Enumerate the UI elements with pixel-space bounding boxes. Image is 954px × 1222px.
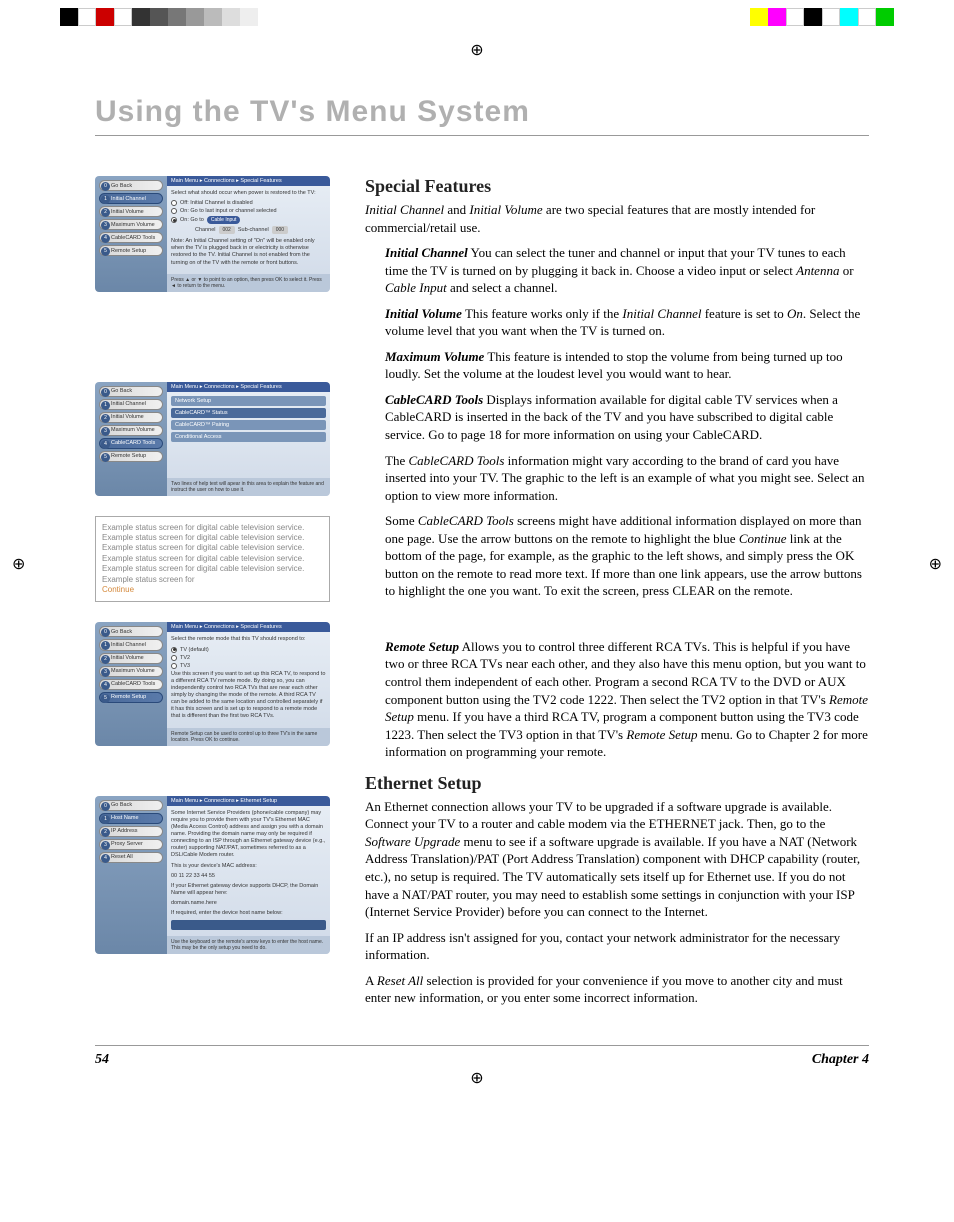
mac-value: 00 11 22 33 44 55 <box>171 873 326 880</box>
breadcrumb: Main Menu ▸ Connections ▸ Special Featur… <box>167 622 330 632</box>
text-column: Special Features Initial Channel and Ini… <box>365 176 869 1015</box>
menu-reset-all[interactable]: 4Reset All <box>99 852 163 863</box>
ethernet-p2: If an IP address isn't assigned for you,… <box>365 929 869 964</box>
registration-mark-left: ⊕ <box>12 554 25 574</box>
ethernet-heading: Ethernet Setup <box>365 773 869 794</box>
menu-cablecard[interactable]: 4CableCARD Tools <box>99 232 163 243</box>
cc-status[interactable]: CableCARD™ Status <box>171 408 326 418</box>
menu-go-back[interactable]: 0Go Back <box>99 386 163 397</box>
body-intro: Select the remote mode that this TV shou… <box>171 636 326 643</box>
mac-label: This is your device's MAC address: <box>171 863 326 870</box>
cablecard-paragraph-2: The CableCARD Tools information might va… <box>385 452 869 505</box>
page-title: Using the TV's Menu System <box>95 95 869 136</box>
menu-proxy[interactable]: 3Proxy Server <box>99 839 163 850</box>
cablecard-paragraph-3: Some CableCARD Tools screens might have … <box>385 512 869 600</box>
help-bar: Use the keyboard or the remote's arrow k… <box>167 936 330 954</box>
menu-cablecard[interactable]: 4CableCARD Tools <box>99 679 163 690</box>
page-number: 54 <box>95 1052 109 1068</box>
host-label: If required, enter the device host name … <box>171 910 326 917</box>
menu-initial-volume[interactable]: 2Initial Volume <box>99 653 163 664</box>
menu-cablecard[interactable]: 4CableCARD Tools <box>99 438 163 449</box>
cablecard-paragraph-1: CableCARD Tools Displays information ava… <box>385 391 869 444</box>
menu-go-back[interactable]: 0Go Back <box>99 800 163 811</box>
help-bar: Two lines of help text will apear in thi… <box>167 478 330 496</box>
menu-initial-volume[interactable]: 2Initial Volume <box>99 412 163 423</box>
menu-host-name[interactable]: 1Host Name <box>99 813 163 824</box>
note-text: Note: An Initial Channel setting of "On"… <box>171 238 326 267</box>
special-features-heading: Special Features <box>365 176 869 197</box>
screenshots-column: 0Go Back 1Initial Channel 2Initial Volum… <box>95 176 335 1015</box>
initial-channel-paragraph: Initial Channel You can select the tuner… <box>385 244 869 297</box>
desc-text: Use this screen if you want to set up th… <box>171 671 326 721</box>
intro-paragraph: Initial Channel and Initial Volume are t… <box>365 201 869 236</box>
remote-setup-paragraph: Remote Setup Allows you to control three… <box>385 638 869 761</box>
menu-remote-setup[interactable]: 5Remote Setup <box>99 245 163 256</box>
radio-on-last[interactable]: On: Go to last input or channel selected <box>171 208 326 214</box>
radio-on-goto[interactable]: On: Go to Cable Input <box>171 216 326 224</box>
color-bars-right <box>750 8 894 26</box>
menu-remote-setup[interactable]: 5Remote Setup <box>99 692 163 703</box>
radio-tv3[interactable]: TV3 <box>171 663 326 669</box>
status-example-box: Example status screen for digital cable … <box>95 516 330 603</box>
page-content: Using the TV's Menu System 0Go Back 1Ini… <box>0 35 954 1128</box>
menu-max-volume[interactable]: 3Maximum Volume <box>99 219 163 230</box>
page-footer: 54 Chapter 4 <box>95 1045 869 1068</box>
registration-mark-top: ⊕ <box>470 40 483 60</box>
menu-initial-channel[interactable]: 1Initial Channel <box>99 399 163 410</box>
registration-mark-right: ⊕ <box>929 554 942 574</box>
menu-max-volume[interactable]: 3Maximum Volume <box>99 666 163 677</box>
body-intro: Select what should occur when power is r… <box>171 190 326 197</box>
ethernet-p1: An Ethernet connection allows your TV to… <box>365 798 869 921</box>
eth-body: Some Internet Service Providers (phone/c… <box>171 810 326 860</box>
menu-side: 0Go Back 1Initial Channel 2Initial Volum… <box>95 176 167 292</box>
domain-value: domain.name.here <box>171 900 326 907</box>
host-input[interactable] <box>171 920 326 930</box>
screenshot-remote-setup: 0Go Back 1Initial Channel 2Initial Volum… <box>95 622 330 745</box>
help-bar: Remote Setup can be used to control up t… <box>167 728 330 746</box>
menu-initial-channel[interactable]: 1Initial Channel <box>99 193 163 204</box>
chapter-label: Chapter 4 <box>812 1052 869 1068</box>
screenshot-cablecard: 0Go Back 1Initial Channel 2Initial Volum… <box>95 382 330 496</box>
max-volume-paragraph: Maximum Volume This feature is intended … <box>385 348 869 383</box>
continue-link[interactable]: Continue <box>102 585 323 595</box>
help-bar: Press ▲ or ▼ to point to an option, then… <box>167 274 330 292</box>
menu-go-back[interactable]: 0Go Back <box>99 626 163 637</box>
cc-pairing[interactable]: CableCARD™ Pairing <box>171 420 326 430</box>
channel-row: Channel 002 Sub-channel 000 <box>195 226 326 234</box>
radio-tv2[interactable]: TV2 <box>171 655 326 661</box>
color-bars-left <box>60 8 258 26</box>
menu-remote-setup[interactable]: 5Remote Setup <box>99 451 163 462</box>
radio-tv1[interactable]: TV (default) <box>171 647 326 653</box>
breadcrumb: Main Menu ▸ Connections ▸ Ethernet Setup <box>167 796 330 806</box>
cc-network-setup[interactable]: Network Setup <box>171 396 326 406</box>
registration-mark-bottom: ⊕ <box>470 1068 483 1088</box>
menu-ip-address[interactable]: 2IP Address <box>99 826 163 837</box>
ethernet-p3: A Reset All selection is provided for yo… <box>365 972 869 1007</box>
screenshot-initial-channel: 0Go Back 1Initial Channel 2Initial Volum… <box>95 176 330 292</box>
menu-initial-volume[interactable]: 2Initial Volume <box>99 206 163 217</box>
cc-conditional[interactable]: Conditional Access <box>171 432 326 442</box>
initial-volume-paragraph: Initial Volume This feature works only i… <box>385 305 869 340</box>
breadcrumb: Main Menu ▸ Connections ▸ Special Featur… <box>167 176 330 186</box>
menu-initial-channel[interactable]: 1Initial Channel <box>99 639 163 650</box>
menu-go-back[interactable]: 0Go Back <box>99 180 163 191</box>
breadcrumb: Main Menu ▸ Connections ▸ Special Featur… <box>167 382 330 392</box>
menu-max-volume[interactable]: 3Maximum Volume <box>99 425 163 436</box>
radio-off[interactable]: Off: Initial Channel is disabled <box>171 200 326 206</box>
domain-label: If your Ethernet gateway device supports… <box>171 883 326 897</box>
screenshot-ethernet: 0Go Back 1Host Name 2IP Address 3Proxy S… <box>95 796 330 955</box>
printer-marks <box>0 0 954 35</box>
